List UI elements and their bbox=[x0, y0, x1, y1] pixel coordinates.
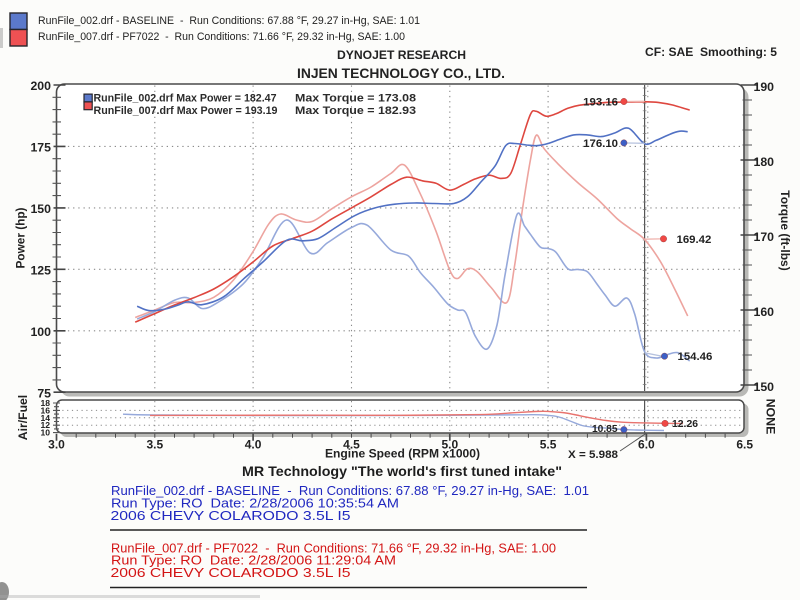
svg-text:Run Type: RO Date: 2/28/2006: Run Type: RO Date: 2/28/2006 11:29:04 AM bbox=[111, 554, 396, 568]
svg-text:Torque (ft-lbs): Torque (ft-lbs) bbox=[778, 190, 792, 270]
svg-text:3.0: 3.0 bbox=[48, 437, 65, 451]
svg-text:14: 14 bbox=[40, 413, 50, 423]
svg-text:12: 12 bbox=[40, 420, 50, 430]
svg-text:MR Technology "The world's fir: MR Technology "The world's first tuned i… bbox=[242, 464, 562, 479]
svg-text:RunFile_002.drf - BASELINE -: RunFile_002.drf - BASELINE - Run Conditi… bbox=[111, 484, 589, 498]
svg-text:193.16: 193.16 bbox=[583, 96, 618, 108]
svg-text:CF: SAE Smoothing: 5: CF: SAE Smoothing: 5 bbox=[645, 45, 777, 59]
svg-text:Air/Fuel: Air/Fuel bbox=[16, 395, 30, 440]
svg-text:2006 CHEVY COLARODO 3.5L I5: 2006 CHEVY COLARODO 3.5L I5 bbox=[111, 509, 351, 523]
svg-text:5.0: 5.0 bbox=[441, 437, 458, 451]
svg-text:Engine Speed (RPM x1000): Engine Speed (RPM x1000) bbox=[325, 448, 480, 461]
svg-text:6.0: 6.0 bbox=[638, 437, 655, 451]
svg-text:16: 16 bbox=[40, 405, 50, 415]
svg-text:200: 200 bbox=[30, 79, 51, 93]
svg-text:169.42: 169.42 bbox=[677, 234, 712, 246]
svg-text:18: 18 bbox=[40, 398, 50, 408]
svg-text:4.5: 4.5 bbox=[343, 437, 360, 451]
svg-text:100: 100 bbox=[30, 325, 51, 339]
svg-text:5.5: 5.5 bbox=[540, 437, 557, 451]
svg-text:INJEN TECHNOLOGY CO., LTD.: INJEN TECHNOLOGY CO., LTD. bbox=[297, 66, 505, 81]
svg-text:RunFile_002.drf Max Power = 18: RunFile_002.drf Max Power = 182.47 bbox=[94, 92, 277, 104]
svg-text:RunFile_007.drf Max Power = 19: RunFile_007.drf Max Power = 193.19 bbox=[94, 105, 278, 117]
svg-text:10.85: 10.85 bbox=[592, 424, 618, 435]
svg-text:X = 5.988: X = 5.988 bbox=[568, 449, 618, 461]
svg-text:180: 180 bbox=[754, 155, 775, 169]
svg-text:170: 170 bbox=[754, 230, 775, 244]
svg-text:75: 75 bbox=[37, 386, 51, 400]
svg-text:150: 150 bbox=[754, 380, 775, 394]
svg-text:NONE: NONE bbox=[764, 399, 778, 435]
svg-text:Max Torque = 173.08: Max Torque = 173.08 bbox=[295, 92, 416, 104]
svg-text:6.5: 6.5 bbox=[736, 437, 753, 451]
svg-text:160: 160 bbox=[754, 305, 775, 319]
svg-text:RunFile_007.drf - PF7022 - R: RunFile_007.drf - PF7022 - Run Condition… bbox=[38, 31, 405, 43]
svg-text:125: 125 bbox=[30, 264, 51, 278]
svg-text:176.10: 176.10 bbox=[583, 138, 618, 150]
svg-text:175: 175 bbox=[30, 141, 51, 155]
svg-text:3.5: 3.5 bbox=[146, 437, 163, 451]
svg-text:RunFile_007.drf - PF7022 - R: RunFile_007.drf - PF7022 - Run Condition… bbox=[111, 542, 556, 556]
svg-text:RunFile_002.drf - BASELINE -: RunFile_002.drf - BASELINE - Run Conditi… bbox=[38, 15, 420, 27]
svg-text:10: 10 bbox=[40, 428, 50, 438]
svg-text:Power (hp): Power (hp) bbox=[14, 207, 28, 268]
svg-text:Max Torque = 182.93: Max Torque = 182.93 bbox=[295, 105, 416, 117]
svg-text:150: 150 bbox=[30, 202, 51, 216]
svg-text:Run Type: RO Date: 2/28/2006: Run Type: RO Date: 2/28/2006 10:35:54 AM bbox=[111, 497, 399, 511]
svg-text:DYNOJET RESEARCH: DYNOJET RESEARCH bbox=[337, 48, 466, 62]
svg-text:2006 CHEVY COLARODO 3.5L I5: 2006 CHEVY COLARODO 3.5L I5 bbox=[111, 566, 351, 580]
svg-text:12.26: 12.26 bbox=[672, 419, 698, 430]
svg-text:4.0: 4.0 bbox=[245, 437, 262, 451]
svg-text:154.46: 154.46 bbox=[678, 351, 713, 363]
svg-text:190: 190 bbox=[754, 80, 775, 94]
